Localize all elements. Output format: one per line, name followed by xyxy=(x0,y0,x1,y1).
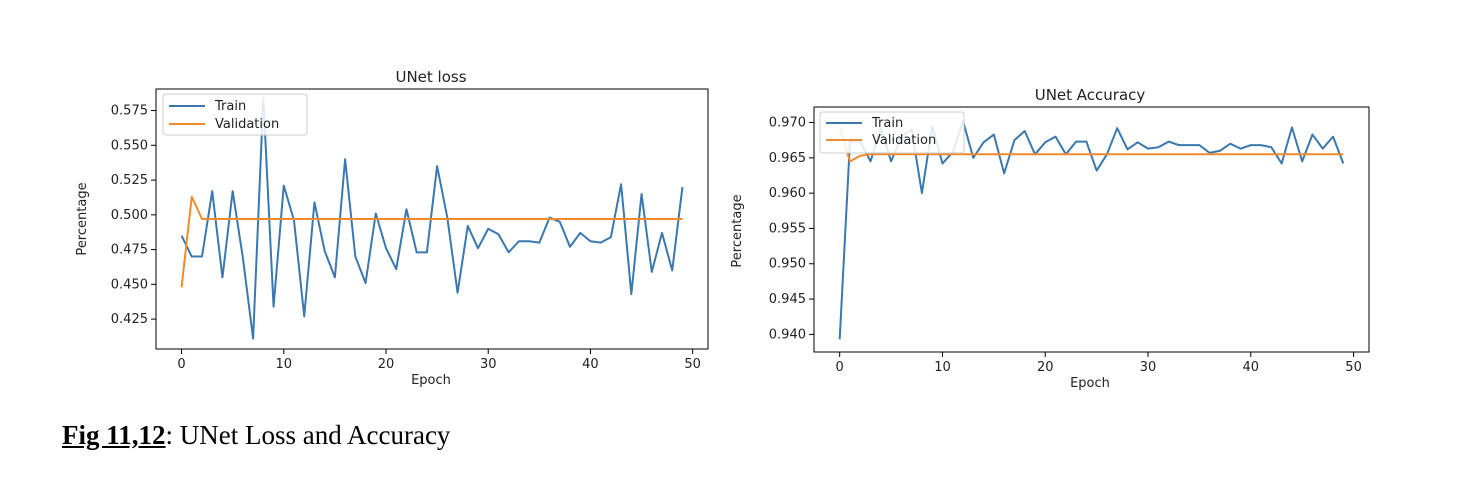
y-tick-label: 0.970 xyxy=(769,116,806,131)
y-ticks: 0.425 0.450 0.475 0.500 0.525 0.550 0.575 xyxy=(111,104,156,327)
x-axis-label: Epoch xyxy=(1070,376,1110,391)
y-tick-label: 0.550 xyxy=(111,138,148,153)
chart-title: UNet Accuracy xyxy=(1035,86,1146,104)
y-axis-label: Percentage xyxy=(75,182,90,255)
x-tick-label: 50 xyxy=(684,357,701,372)
legend-train-label: Train xyxy=(871,116,903,131)
y-tick-label: 0.575 xyxy=(111,104,148,119)
x-tick-label: 30 xyxy=(1140,360,1157,375)
x-tick-label: 20 xyxy=(378,357,395,372)
figure-caption-text: : UNet Loss and Accuracy xyxy=(165,420,451,450)
x-axis-label: Epoch xyxy=(411,373,451,388)
x-tick-label: 0 xyxy=(836,360,844,375)
x-ticks: 0 10 20 30 40 50 xyxy=(177,349,701,372)
plot-frame xyxy=(813,106,1370,353)
series-line-validation xyxy=(180,195,683,288)
series-lines xyxy=(838,120,1345,340)
x-tick-label: 40 xyxy=(582,357,599,372)
figure-caption: Fig 11,12: UNet Loss and Accuracy xyxy=(62,420,450,451)
y-tick-label: 0.955 xyxy=(769,221,806,236)
y-tick-label: 0.945 xyxy=(769,292,806,307)
x-tick-label: 10 xyxy=(934,360,951,375)
y-tick-label: 0.525 xyxy=(111,173,148,188)
series-line-validation xyxy=(838,127,1344,163)
y-tick-label: 0.475 xyxy=(111,243,148,258)
legend: Train Validation xyxy=(819,111,965,154)
y-axis-label: Percentage xyxy=(730,194,745,267)
legend-validation-label: Validation xyxy=(872,133,936,148)
x-tick-label: 20 xyxy=(1037,360,1054,375)
legend: Train Validation xyxy=(162,93,308,136)
y-tick-label: 0.960 xyxy=(769,186,806,201)
y-tick-label: 0.950 xyxy=(769,257,806,272)
y-tick-label: 0.500 xyxy=(111,208,148,223)
x-tick-label: 50 xyxy=(1345,360,1362,375)
x-tick-label: 0 xyxy=(177,357,185,372)
y-tick-label: 0.965 xyxy=(769,151,806,166)
chart-title: UNet loss xyxy=(395,68,466,86)
y-tick-label: 0.940 xyxy=(769,327,806,342)
x-ticks: 0 10 20 30 40 50 xyxy=(836,352,1362,375)
series-line-train xyxy=(838,120,1345,340)
x-tick-label: 40 xyxy=(1243,360,1260,375)
unet-accuracy-chart: UNet Accuracy 0.9400.9450.9500.9550.9600… xyxy=(730,86,1370,391)
legend-train-label: Train xyxy=(214,99,246,114)
plot-frame xyxy=(155,88,709,350)
y-tick-label: 0.450 xyxy=(111,277,148,292)
figure-caption-label: Fig 11,12 xyxy=(62,420,166,450)
x-tick-label: 30 xyxy=(480,357,497,372)
x-tick-label: 10 xyxy=(276,357,293,372)
y-ticks: 0.940 0.945 0.950 0.955 0.960 0.965 0.970 xyxy=(769,116,814,342)
y-tick-label: 0.425 xyxy=(111,312,148,327)
unet-loss-chart: UNet loss 0.425 0.450 0.475 0.500 0.525 0.550… xyxy=(75,68,709,388)
legend-validation-label: Validation xyxy=(215,117,279,132)
